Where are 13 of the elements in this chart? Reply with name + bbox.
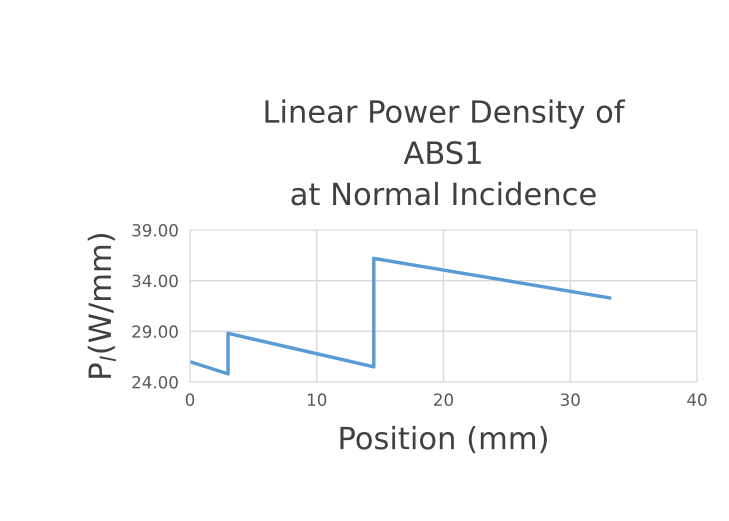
- y-tick-label: 29.00: [132, 325, 178, 338]
- x-tick-label: 30: [560, 393, 580, 406]
- y-tick-label: 34.00: [132, 274, 178, 288]
- y-tick-label: 24.00: [132, 376, 178, 389]
- x-axis-title: Position (mm): [340, 426, 547, 454]
- x-tick-label: 10: [308, 393, 326, 406]
- x-tick-label: 40: [687, 393, 706, 406]
- line-series: [190, 256, 612, 376]
- chart-title: Linear Power Density of ABS1 at Normal Incidence: [265, 99, 626, 206]
- x-tick-label: 0: [186, 393, 194, 406]
- y-axis-title: P$_{l}$(W/mm): [88, 234, 116, 378]
- y-tick-label: 39.00: [132, 224, 178, 237]
- x-tick-label: 20: [434, 393, 453, 406]
